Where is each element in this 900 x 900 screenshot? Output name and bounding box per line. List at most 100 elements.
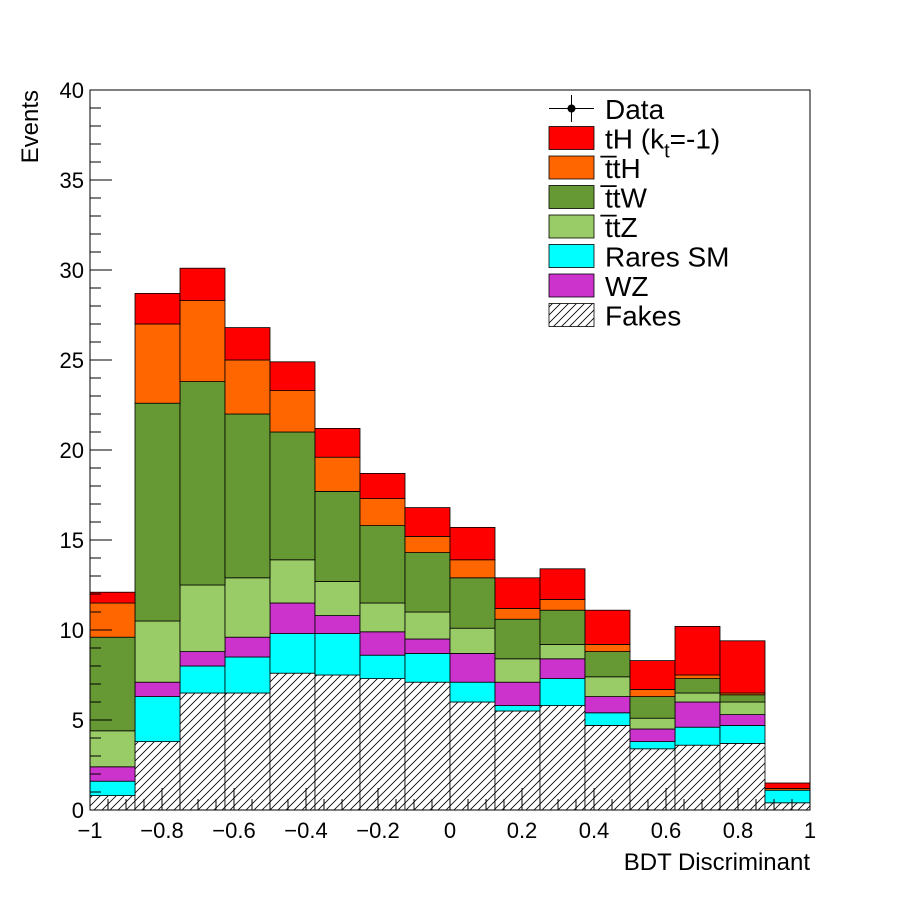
bar-th-k-t-1-2 [179, 267, 226, 302]
bar-wz-1 [134, 681, 181, 698]
legend-swatch [548, 155, 595, 180]
bar-rares-sm-3 [224, 656, 271, 694]
bar-t-tz-3 [224, 577, 271, 638]
legend-label: Rares SM [605, 242, 729, 273]
bar-fakes-7 [404, 681, 451, 811]
bar-t-tz-14 [719, 701, 766, 716]
x-tick-label: −0.2 [356, 818, 399, 843]
bar-t-tw-9 [494, 618, 541, 660]
bar-wz-11 [584, 696, 631, 714]
bar-t-tw-12 [629, 696, 676, 719]
x-axis-title: BDT Discriminant [624, 849, 811, 876]
bar-wz-9 [494, 681, 541, 707]
bar-th-k-t-1-3 [224, 327, 271, 361]
bar-wz-10 [539, 658, 586, 679]
y-tick-label: 0 [72, 798, 84, 823]
y-axis: 0 5 10 15 20 25 30 35 40 [60, 78, 112, 823]
bar-t-th-0 [89, 602, 136, 638]
bar-th-k-t-1-11 [584, 609, 631, 645]
legend-entry-t-tw: t̅tW [548, 183, 648, 214]
legend-entry-data: Data [549, 94, 665, 125]
legend-label: t̅tW [600, 183, 648, 214]
bar-t-tz-4 [269, 559, 316, 604]
bar-t-tz-12 [629, 717, 676, 730]
bar-rares-sm-10 [539, 678, 586, 706]
y-tick-label: 30 [60, 258, 84, 283]
bar-fakes-4 [269, 672, 316, 811]
bar-t-th-2 [179, 300, 226, 383]
bar-th-k-t-1-6 [359, 472, 406, 499]
y-tick-label: 10 [60, 618, 84, 643]
x-tick-label: 0.8 [723, 818, 754, 843]
bar-rares-sm-0 [89, 780, 136, 797]
bar-t-th-13 [674, 674, 721, 679]
bar-t-tz-5 [314, 581, 361, 617]
bar-fakes-2 [179, 692, 226, 811]
legend-label: t̅tH [600, 153, 641, 184]
bar-t-tw-0 [89, 636, 136, 732]
bar-th-k-t-1-8 [449, 527, 496, 561]
bar-fakes-0 [89, 795, 136, 811]
bar-t-tz-10 [539, 644, 586, 660]
bar-t-th-7 [404, 536, 451, 554]
x-tick-label: −0.4 [284, 818, 327, 843]
bar-rares-sm-5 [314, 633, 361, 676]
bar-fakes-15 [764, 802, 811, 811]
bar-th-k-t-1-13 [674, 626, 721, 676]
legend-data-marker [567, 104, 576, 113]
bar-rares-sm-9 [494, 705, 541, 712]
legend-swatch [548, 185, 595, 209]
bar-rares-sm-11 [584, 712, 631, 726]
legend-swatch [548, 244, 595, 268]
bar-t-tz-7 [404, 611, 451, 640]
legend-entry-th-k-1: tH (kt=-1) [548, 124, 720, 163]
x-tick-label: 0.6 [651, 818, 682, 843]
x-tick-label: 1 [804, 818, 816, 843]
bar-rares-sm-12 [629, 741, 676, 750]
bar-wz-7 [404, 638, 451, 654]
bar-rares-sm-15 [764, 789, 811, 804]
bar-fakes-12 [629, 748, 676, 811]
y-tick-label: 25 [60, 348, 84, 373]
legend-label: Data [605, 94, 665, 125]
bar-t-tw-3 [224, 413, 271, 579]
bar-t-tw-1 [134, 402, 181, 622]
bar-t-tz-0 [89, 730, 136, 768]
bar-fakes-13 [674, 744, 721, 811]
legend-swatch [548, 214, 595, 239]
bar-t-tw-6 [359, 525, 406, 604]
bar-t-th-11 [584, 644, 631, 653]
bar-th-k-t-1-15 [764, 782, 811, 789]
bar-t-th-4 [269, 390, 316, 433]
bar-t-th-9 [494, 608, 541, 620]
y-tick-label: 20 [60, 438, 84, 463]
bar-rares-sm-14 [719, 725, 766, 744]
legend-swatch [548, 303, 595, 327]
bar-th-k-t-1-4 [269, 361, 316, 391]
legend-entry-t-th: t̅tH [548, 153, 641, 184]
bar-th-k-t-1-7 [404, 507, 451, 537]
bar-th-k-t-1-5 [314, 427, 361, 458]
bar-wz-14 [719, 714, 766, 726]
bar-fakes-5 [314, 674, 361, 811]
bar-th-k-t-1-9 [494, 577, 541, 609]
bar-t-tz-1 [134, 620, 181, 683]
bar-fakes-10 [539, 705, 586, 811]
x-tick-label: −0.6 [212, 818, 255, 843]
bar-t-tw-2 [179, 381, 226, 586]
x-tick-label: 0.4 [579, 818, 610, 843]
legend-label: tH (kt=-1) [605, 124, 720, 163]
bar-t-th-8 [449, 559, 496, 579]
legend-label: WZ [605, 271, 649, 302]
bar-t-tw-5 [314, 490, 361, 582]
bar-t-th-6 [359, 498, 406, 527]
bar-t-tw-13 [674, 678, 721, 694]
bar-t-th-10 [539, 599, 586, 611]
bar-wz-6 [359, 631, 406, 656]
y-tick-label: 15 [60, 528, 84, 553]
stacked-bars [89, 267, 811, 811]
x-tick-label: 0 [444, 818, 456, 843]
bar-fakes-11 [584, 725, 631, 811]
